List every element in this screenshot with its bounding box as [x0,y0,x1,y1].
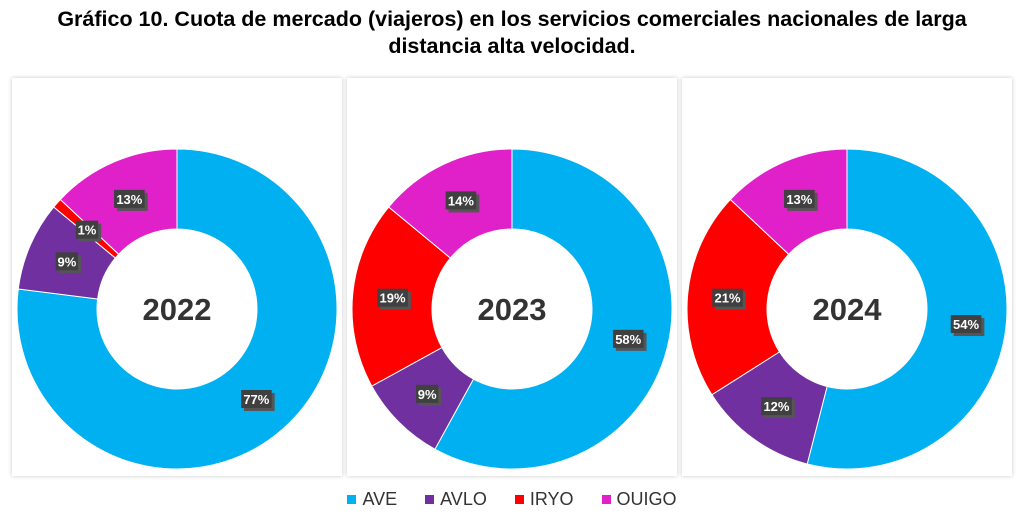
legend-label-ave: AVE [362,489,398,509]
svg-text:13%: 13% [116,192,142,207]
year-label-2024: 2024 [813,292,883,327]
data-label-ouigo-2024: 13% [784,189,818,211]
legend-swatch-ave [347,495,357,504]
slice-ave-2022 [16,148,338,470]
data-label-iryo-2023: 19% [377,288,411,310]
svg-text:12%: 12% [763,399,789,414]
svg-text:54%: 54% [953,317,979,332]
year-label-2023: 2023 [478,292,547,327]
legend-item-ouigo: OUIGO [601,489,677,510]
svg-text:9%: 9% [418,387,437,402]
chart-title-line1: Gráfico 10. Cuota de mercado (viajeros) … [57,7,967,31]
legend-label-ouigo: OUIGO [616,489,677,509]
year-label-2022: 2022 [143,292,212,327]
data-label-ave-2023: 58% [612,329,647,351]
svg-text:13%: 13% [786,192,812,207]
legend-item-avlo: AVLO [425,489,487,510]
data-label-avlo-2024: 12% [761,397,795,419]
data-label-iryo-2022: 1% [75,220,102,242]
legend-item-iryo: IRYO [514,489,574,510]
legend-swatch-iryo [514,495,524,504]
donut-chart-2023: 58% 9% 19% 14% 2023 [351,148,673,470]
slice-ave-2024 [806,148,1008,470]
data-label-ouigo-2022: 13% [114,189,148,211]
donut-card-2024: 54% 12% 21% 13% 2024 [682,78,1012,476]
legend-swatch-ouigo [601,495,611,504]
slice-ave-2023 [434,148,673,470]
legend: AVE AVLO IRYO OUIGO [0,489,1024,510]
data-label-ave-2022: 77% [241,390,275,412]
data-label-ouigo-2023: 14% [445,191,480,213]
svg-text:58%: 58% [615,332,641,347]
data-label-avlo-2023: 9% [415,384,442,406]
legend-label-avlo: AVLO [440,489,487,509]
donut-card-2023: 58% 9% 19% 14% 2023 [347,78,677,476]
legend-item-ave: AVE [347,489,397,510]
donut-card-2022: 77% 9% 1% 13% 2022 [12,78,342,476]
donut-chart-2024: 54% 12% 21% 13% 2024 [686,148,1008,470]
legend-swatch-avlo [425,495,435,504]
svg-text:9%: 9% [57,254,76,269]
svg-text:21%: 21% [715,291,741,306]
donut-chart-2022: 77% 9% 1% 13% 2022 [16,148,338,470]
svg-text:1%: 1% [78,223,97,238]
data-label-avlo-2022: 9% [55,252,82,274]
chart-title-line2: distancia alta velocidad. [388,34,636,58]
data-label-iryo-2024: 21% [712,288,746,310]
svg-text:19%: 19% [380,291,406,306]
data-label-ave-2024: 54% [950,315,985,337]
svg-text:14%: 14% [448,193,474,208]
legend-label-iryo: IRYO [529,489,574,509]
svg-text:77%: 77% [243,392,269,407]
chart-title: Gráfico 10. Cuota de mercado (viajeros) … [0,6,1024,60]
